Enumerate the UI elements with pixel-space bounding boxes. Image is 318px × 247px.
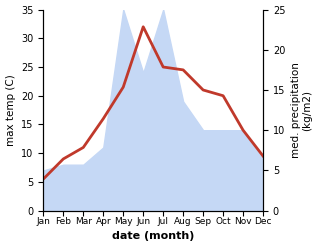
Y-axis label: med. precipitation
(kg/m2): med. precipitation (kg/m2) xyxy=(291,62,313,158)
Y-axis label: max temp (C): max temp (C) xyxy=(5,74,16,146)
X-axis label: date (month): date (month) xyxy=(112,231,194,242)
